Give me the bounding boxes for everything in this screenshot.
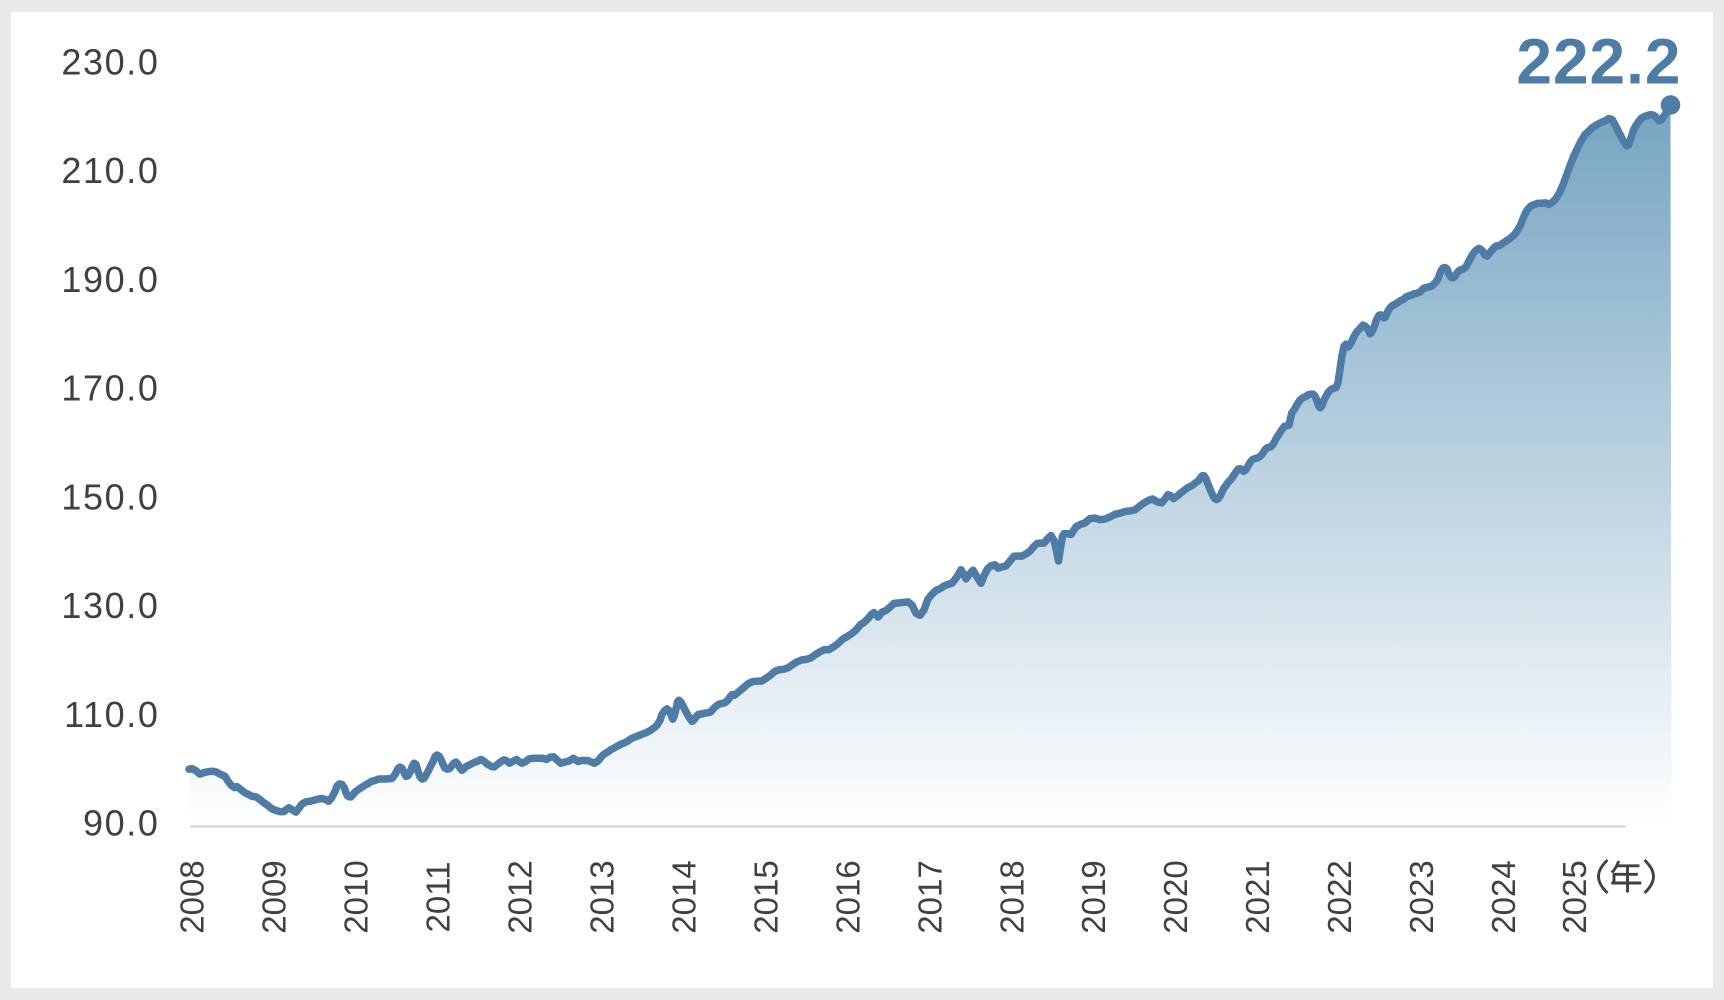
svg-text:2025: 2025 [1556, 860, 1593, 933]
svg-text:2009: 2009 [256, 860, 293, 933]
svg-text:110.0: 110.0 [64, 694, 159, 735]
svg-text:2022: 2022 [1321, 860, 1358, 933]
svg-text:2008: 2008 [174, 860, 211, 933]
svg-text:230.0: 230.0 [61, 42, 159, 83]
svg-text:2011: 2011 [420, 862, 457, 933]
svg-text:2019: 2019 [1075, 860, 1112, 933]
svg-text:2020: 2020 [1157, 860, 1194, 933]
svg-text:150.0: 150.0 [61, 476, 159, 517]
svg-text:2021: 2021 [1239, 860, 1276, 933]
svg-text:2014: 2014 [665, 860, 702, 933]
svg-text:2015: 2015 [747, 860, 784, 933]
svg-text:2018: 2018 [993, 860, 1030, 933]
svg-text:2023: 2023 [1403, 860, 1440, 933]
svg-text:222.2: 222.2 [1516, 26, 1681, 98]
svg-text:2024: 2024 [1485, 860, 1522, 933]
svg-text:2010: 2010 [338, 860, 375, 933]
svg-text:2012: 2012 [502, 860, 539, 933]
svg-text:2013: 2013 [583, 860, 620, 933]
svg-text:170.0: 170.0 [61, 368, 159, 409]
svg-text:130.0: 130.0 [61, 585, 159, 626]
svg-text:2016: 2016 [829, 860, 866, 933]
svg-text:2017: 2017 [911, 860, 948, 933]
svg-text:210.0: 210.0 [61, 150, 159, 191]
svg-text:90.0: 90.0 [83, 803, 159, 844]
svg-text:190.0: 190.0 [61, 259, 159, 300]
